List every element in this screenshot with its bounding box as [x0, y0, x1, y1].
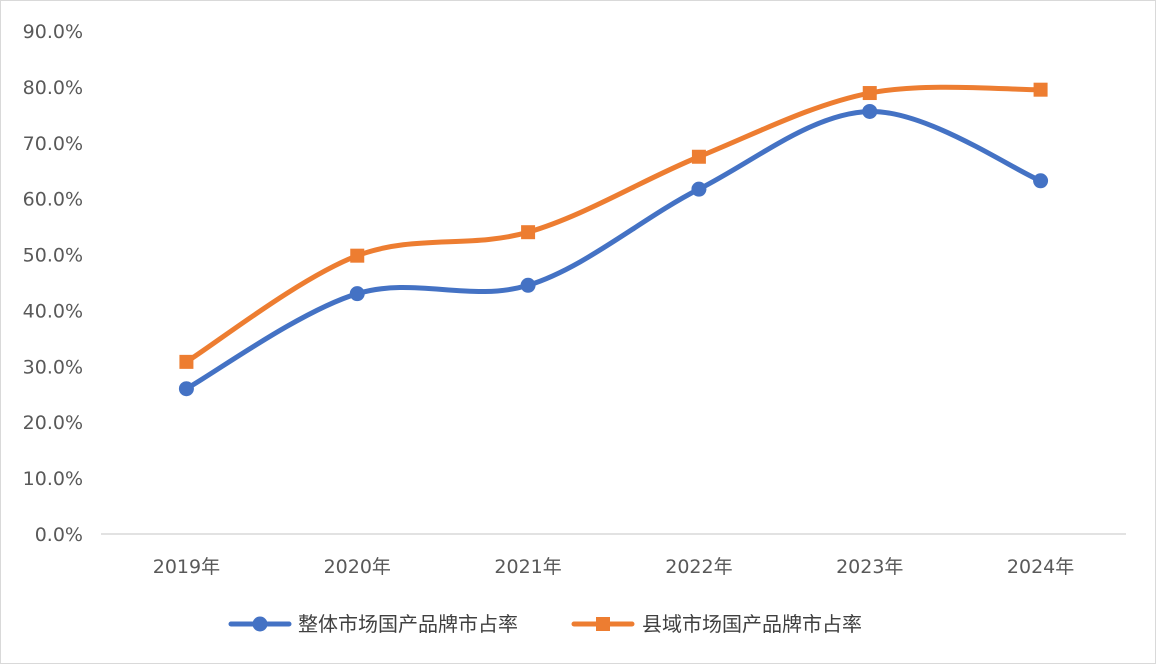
data-point	[521, 225, 536, 240]
x-tick-label: 2023年	[836, 556, 903, 578]
axis-layer: 0.0% 10.0% 20.0% 30.0% 40.0% 50.0% 60.0% 70.0% 8…	[23, 21, 1126, 578]
y-tick-label: 70.0%	[23, 133, 83, 155]
x-tick-label: 2024年	[1007, 556, 1074, 578]
x-tick-label: 2022年	[665, 556, 732, 578]
series-layer	[178, 82, 1049, 397]
legend: 整体市场国产品牌市占率 县域市场国产品牌市占率	[228, 612, 862, 636]
x-tick-label: 2021年	[494, 556, 561, 578]
y-tick-label: 0.0%	[35, 524, 83, 546]
y-tick-label: 60.0%	[23, 189, 83, 211]
legend-label: 县域市场国产品牌市占率	[642, 612, 862, 636]
legend-label: 整体市场国产品牌市占率	[298, 612, 518, 636]
data-point	[520, 277, 536, 293]
legend-marker	[596, 617, 610, 631]
series-line-0	[183, 108, 1044, 392]
data-point	[862, 103, 878, 119]
data-point	[862, 86, 877, 101]
legend-marker	[252, 616, 268, 632]
data-point	[178, 381, 194, 397]
y-tick-label: 50.0%	[23, 245, 83, 267]
y-tick-label: 20.0%	[23, 412, 83, 434]
data-point	[349, 286, 365, 302]
y-tick-label: 80.0%	[23, 77, 83, 99]
data-point	[1033, 82, 1048, 97]
data-point	[691, 181, 707, 197]
x-tick-label: 2019年	[153, 556, 220, 578]
y-tick-label: 40.0%	[23, 300, 83, 322]
x-tick-label: 2020年	[324, 556, 391, 578]
data-point	[179, 354, 194, 369]
data-point	[1033, 173, 1049, 189]
data-point	[691, 149, 706, 164]
y-tick-label: 10.0%	[23, 468, 83, 490]
series-line-1	[183, 84, 1044, 365]
y-tick-label: 30.0%	[23, 356, 83, 378]
y-tick-label: 90.0%	[23, 21, 83, 43]
data-point	[350, 248, 365, 263]
